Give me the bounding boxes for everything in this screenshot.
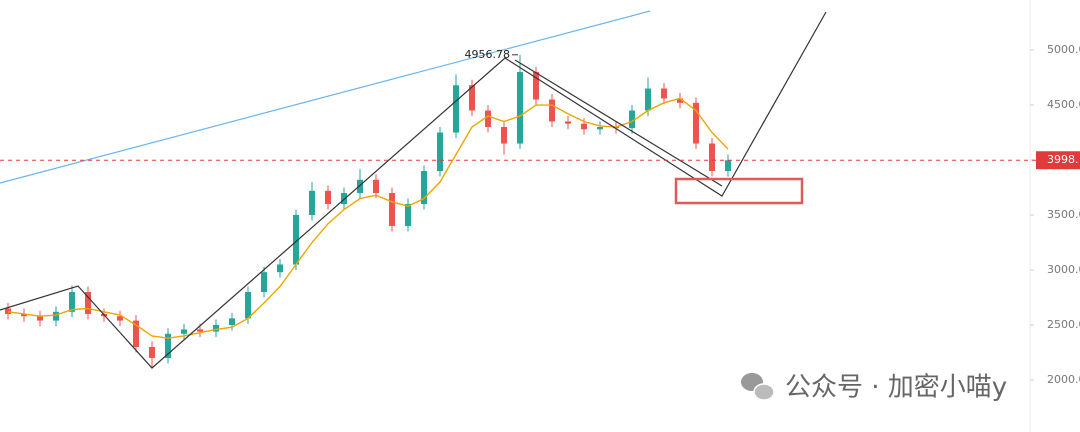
candle-body bbox=[565, 121, 571, 124]
candle-body bbox=[549, 99, 555, 122]
candle-body bbox=[597, 127, 603, 130]
candle-body bbox=[117, 316, 123, 321]
y-tick-label: 3000.00 bbox=[1047, 263, 1080, 276]
peak-label: 4956.78 bbox=[465, 48, 511, 61]
y-tick-label: 4500.00 bbox=[1047, 98, 1080, 111]
candle-body bbox=[325, 190, 331, 205]
wechat-icon bbox=[741, 373, 775, 401]
candle-body bbox=[5, 308, 11, 314]
plot-area bbox=[5, 54, 731, 368]
watermark: 公众号 · 加密小喵y bbox=[785, 373, 1007, 403]
candle-body bbox=[21, 313, 27, 317]
candle-body bbox=[501, 127, 507, 144]
candle-body bbox=[677, 98, 683, 103]
candle-body bbox=[437, 132, 443, 172]
y-tick-label: 3500.00 bbox=[1047, 208, 1080, 221]
candle-body bbox=[85, 291, 91, 314]
last-price-box bbox=[1036, 151, 1080, 170]
y-tick-label: 2500.00 bbox=[1047, 318, 1080, 331]
candle-body bbox=[405, 204, 411, 227]
candle-body bbox=[581, 123, 587, 130]
candle-body bbox=[357, 179, 363, 194]
candle-body bbox=[213, 324, 219, 332]
moving-average-line bbox=[7, 97, 729, 339]
candle-body bbox=[53, 311, 59, 321]
candle-body bbox=[181, 329, 187, 334]
candle-body bbox=[261, 272, 267, 292]
wave-line bbox=[0, 11, 827, 369]
y-tick-label: 5000.00 bbox=[1047, 43, 1080, 56]
candle-body bbox=[309, 190, 315, 216]
last-price-label: 3998. bbox=[1047, 153, 1079, 166]
candle-body bbox=[373, 179, 379, 194]
candle-body bbox=[293, 215, 299, 265]
candle-body bbox=[693, 102, 699, 144]
trend-line bbox=[514, 59, 723, 187]
candle-body bbox=[245, 291, 251, 319]
candle-body bbox=[197, 329, 203, 332]
candle-body bbox=[485, 110, 491, 128]
trend-channel-line bbox=[0, 10, 651, 184]
candle-body bbox=[277, 264, 283, 273]
candle-body bbox=[133, 320, 139, 347]
candle-body bbox=[629, 110, 635, 129]
candle-body bbox=[533, 72, 539, 100]
candle-body bbox=[421, 171, 427, 205]
y-tick-label: 2000.00 bbox=[1047, 373, 1080, 386]
candle-body bbox=[69, 291, 75, 312]
candle-body bbox=[645, 88, 651, 111]
candle-body bbox=[453, 85, 459, 133]
candle-body bbox=[725, 160, 731, 172]
candle-body bbox=[341, 193, 347, 205]
candle-body bbox=[709, 143, 715, 172]
candle-body bbox=[389, 193, 395, 227]
candle-body bbox=[517, 72, 523, 144]
candle-body bbox=[229, 318, 235, 325]
target-zone bbox=[674, 177, 804, 205]
candle-body bbox=[469, 85, 475, 111]
candle-body bbox=[661, 88, 667, 99]
candle-body bbox=[37, 316, 43, 321]
candle-body bbox=[165, 333, 171, 358]
candle-body bbox=[149, 346, 155, 358]
